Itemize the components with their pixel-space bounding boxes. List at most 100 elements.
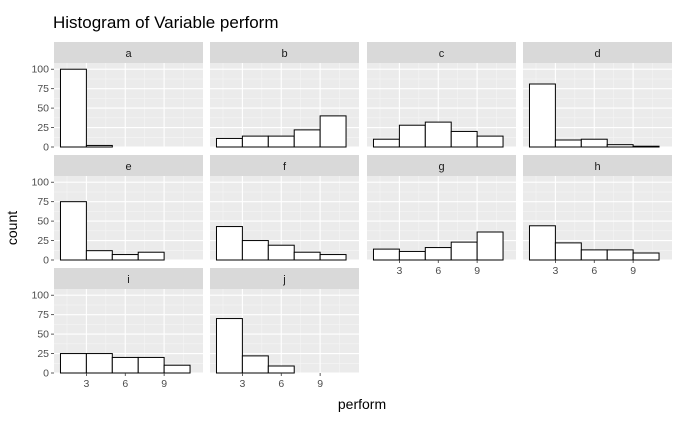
x-tick-label: 9: [474, 265, 480, 277]
x-tick-label: 6: [591, 265, 597, 277]
histogram-bar: [554, 139, 582, 148]
histogram-bar: [137, 251, 165, 261]
facet-strip-label: i: [127, 274, 129, 286]
facet-strip: [54, 155, 203, 176]
y-tick-label: 0: [43, 142, 49, 154]
x-tick-label: 9: [317, 378, 323, 390]
chart-title: Histogram of Variable perform: [53, 13, 279, 32]
x-tick-label: 6: [122, 378, 128, 390]
y-tick-label: 25: [37, 348, 49, 360]
histogram-bar: [606, 144, 634, 148]
facet-strip-label: b: [281, 48, 287, 60]
histogram-bar: [59, 201, 87, 261]
facet-strip-label: d: [594, 48, 600, 60]
facet-panel-g: g 3 6 9: [367, 155, 516, 277]
x-tick-label: 9: [161, 378, 167, 390]
facet-strip: [367, 155, 516, 176]
histogram-bar: [215, 318, 243, 374]
facet-strip-label: h: [594, 161, 600, 173]
histogram-bar: [372, 248, 400, 261]
facet-strip: [210, 268, 359, 289]
y-tick-label: 100: [31, 177, 49, 189]
histogram-bar: [85, 250, 113, 261]
facet-panel-f: f: [210, 155, 359, 261]
facet-strip-label: j: [282, 274, 285, 286]
histogram-bar: [293, 251, 321, 261]
histogram-bar: [111, 254, 139, 261]
facet-strip: [523, 155, 672, 176]
y-tick-label: 50: [37, 103, 49, 115]
facet-strip-label: g: [438, 161, 444, 173]
histogram-bar: [241, 135, 269, 148]
facet-panel-a: a 0 25 50 75 100: [31, 42, 203, 154]
y-tick-label: 100: [31, 290, 49, 302]
histogram-bar: [85, 144, 113, 148]
histogram-bar: [476, 231, 504, 261]
facet-strip-label: e: [125, 161, 131, 173]
histogram-bar: [398, 124, 426, 148]
y-tick-label: 0: [43, 255, 49, 267]
histogram-bar: [528, 83, 556, 148]
y-tick-label: 75: [37, 309, 49, 321]
histogram-bar: [267, 135, 295, 148]
x-axis-title: perform: [338, 396, 386, 412]
histogram-bar: [215, 137, 243, 148]
facet-strip-label: a: [125, 48, 132, 60]
histogram-bar: [528, 225, 556, 261]
y-tick-label: 75: [37, 83, 49, 95]
histogram-bar: [319, 115, 347, 148]
histogram-bar: [85, 353, 113, 374]
y-tick-label: 100: [31, 64, 49, 76]
y-tick-label: 25: [37, 235, 49, 247]
histogram-bar: [398, 250, 426, 261]
facet-panel-h: h 3 6 9: [523, 155, 672, 277]
histogram-bar: [606, 249, 634, 261]
histogram-bar: [372, 138, 400, 148]
histogram-bar: [163, 364, 191, 374]
y-tick-label: 50: [37, 329, 49, 341]
x-tick-label: 3: [396, 265, 402, 277]
histogram-bar: [319, 254, 347, 261]
facet-strip: [54, 268, 203, 289]
histogram-bar: [137, 356, 165, 374]
facet-strip-label: f: [283, 161, 287, 173]
x-tick-label: 3: [239, 378, 245, 390]
histogram-bar: [293, 129, 321, 148]
histogram-bar: [632, 145, 660, 148]
facet-panels: a 0 25 50 75 100 b c d e 0 25 50 75 100 f g 3 6 9 h 3 6 9 i 0 25 50…: [31, 42, 672, 390]
facet-panel-e: e 0 25 50 75 100: [31, 155, 203, 267]
facet-strip: [54, 42, 203, 63]
histogram-bar: [424, 247, 452, 261]
histogram-bar: [450, 241, 478, 261]
y-tick-label: 25: [37, 122, 49, 134]
histogram-bar: [450, 130, 478, 148]
facet-panel-d: d: [523, 42, 672, 148]
histogram-bar: [424, 121, 452, 148]
y-tick-label: 0: [43, 368, 49, 380]
facet-strip: [523, 42, 672, 63]
y-axis-title: count: [4, 211, 20, 245]
histogram-bar: [59, 353, 87, 374]
facet-strip: [367, 42, 516, 63]
facet-panel-j: j 3 6 9: [210, 268, 359, 390]
histogram-bar: [554, 242, 582, 261]
facet-panel-i: i 0 25 50 75 100 3 6 9: [31, 268, 203, 390]
x-tick-label: 3: [552, 265, 558, 277]
x-tick-label: 3: [83, 378, 89, 390]
facet-strip-label: c: [439, 48, 445, 60]
histogram-bar: [476, 135, 504, 148]
y-tick-label: 50: [37, 216, 49, 228]
histogram-bar: [632, 252, 660, 261]
facet-panel-c: c: [367, 42, 516, 148]
histogram-bar: [215, 226, 243, 261]
histogram-bar: [111, 356, 139, 374]
y-tick-label: 75: [37, 196, 49, 208]
x-tick-label: 6: [435, 265, 441, 277]
facet-strip: [210, 42, 359, 63]
histogram-bar: [580, 249, 608, 261]
histogram-bar: [267, 365, 295, 374]
histogram-bar: [267, 244, 295, 261]
histogram-bar: [241, 240, 269, 261]
facet-strip: [210, 155, 359, 176]
